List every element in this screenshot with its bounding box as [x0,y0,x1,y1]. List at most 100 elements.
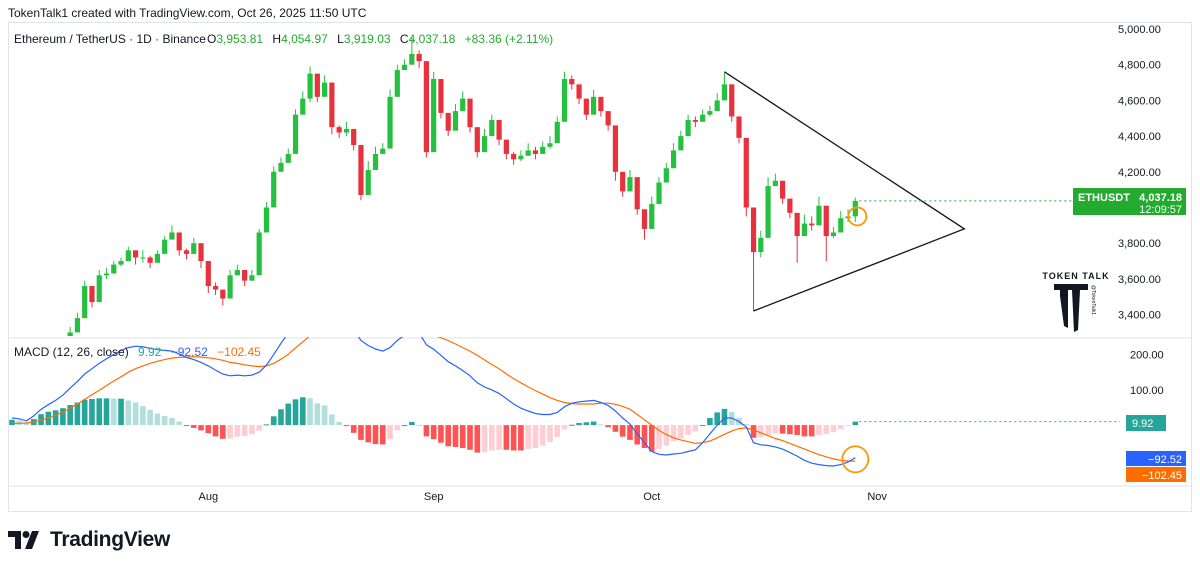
candle-body [750,207,757,253]
candle-body [823,205,829,237]
candle-body [300,98,306,115]
macd-histogram-bar [103,398,110,426]
macd-signal-label: −102.45 [1142,470,1182,482]
candle-body [67,332,73,336]
macd-histogram-bar [329,414,335,426]
macd-histogram-bar [234,425,241,437]
macd-histogram-bar [169,418,175,426]
macd-histogram-bar [539,425,546,446]
macd-histogram-bar [190,425,197,428]
macd-histogram-bar [714,412,720,426]
macd-histogram-bar [220,425,226,439]
candle-body [721,84,728,101]
candle-body [511,153,517,160]
macd-tick-label: 200.00 [1130,350,1164,362]
candle-body [736,116,742,138]
token-talk-logo-icon [1054,284,1088,332]
macd-histogram-bar [590,421,597,426]
macd-histogram-bar [241,425,248,437]
macd-line-label: −92.52 [1148,454,1182,466]
candle-body [60,363,65,379]
candle-body [561,78,568,122]
macd-histogram-bar [496,425,502,450]
candle-body [118,261,124,265]
candle-body [140,257,146,259]
macd-histogram-bar [765,425,771,435]
macd-histogram-bar [285,403,292,426]
candle-body [576,84,582,99]
tradingview-logo-icon [8,531,39,549]
candle-body [234,269,240,276]
candle-body [591,96,597,115]
candle-body [700,114,706,122]
macd-signal-line [12,337,856,462]
macd-histogram-bar [416,425,422,427]
candle-body [532,150,539,154]
candle-body [816,205,822,226]
macd-histogram-bar [161,415,168,426]
macd-histogram-bar [503,425,510,450]
candle-body [285,153,291,163]
macd-histogram-bar [401,425,408,427]
macd-histogram-bar [176,421,183,426]
candle-body [409,53,415,65]
macd-histogram-bar [772,425,779,434]
candle-body [343,128,350,133]
macd-histogram-bar [147,409,153,426]
macd-histogram-bar [140,406,146,426]
macd-hist-label: 9.92 [1132,418,1153,430]
macd-histogram-bar [576,422,582,426]
token-talk-watermark: TOKEN TALK @TokenTalk1 [1042,271,1109,332]
macd-title: MACD (12, 26, close) [14,345,129,359]
time-tick-label: Oct [643,491,660,503]
macd-histogram-bar [852,421,859,426]
watermark-handle: @TokenTalk1 [1090,285,1096,315]
time-tick-label: Aug [199,491,219,503]
macd-histogram-bar [619,425,626,437]
candle-body [569,78,575,85]
macd-histogram-bar [365,425,372,443]
price-label-price: 4,037.18 [1139,192,1182,204]
macd-histogram-bar [212,425,219,437]
candle-body [220,289,226,299]
macd-histogram-bar [605,425,611,428]
macd-histogram-bar [474,425,481,453]
macd-histogram-bar [67,405,73,426]
candle-body [794,212,800,237]
macd-histogram-bar [598,424,604,426]
chart-frame[interactable] [8,22,1192,512]
macd-line [11,337,856,467]
macd-histogram-bar [314,403,321,426]
candle-body [169,232,175,240]
candle-body [540,146,546,154]
candle-body [460,98,466,112]
candle-body [838,218,844,233]
candle-body [583,98,589,115]
candle-body [380,148,386,154]
macd-histogram-bar [641,425,648,448]
candle-body [780,180,786,199]
macd-histogram-bar [583,422,590,426]
high-value: 4,054.97 [281,32,328,46]
macd-histogram-bar [794,425,800,435]
macd-histogram-bar [336,421,342,426]
candle-body [743,137,749,208]
candle-body [278,162,284,172]
candle-body [89,286,95,303]
macd-histogram-bar [343,425,350,427]
macd-histogram-bar [547,425,553,443]
candle-body [707,111,713,115]
candle-body [416,53,422,62]
macd-histogram-bar [481,425,488,453]
macd-histogram-bar [823,425,830,434]
candle-body [125,250,131,262]
macd-histogram-bar [743,424,750,426]
macd-histogram-bar [445,425,451,447]
macd-histogram-bar [663,425,670,446]
price-tick-label: 4,200.00 [1118,167,1161,179]
candle-body [205,261,211,287]
candle-body [314,73,320,97]
candle-body [31,427,36,466]
macd-histogram-bar [525,425,531,450]
